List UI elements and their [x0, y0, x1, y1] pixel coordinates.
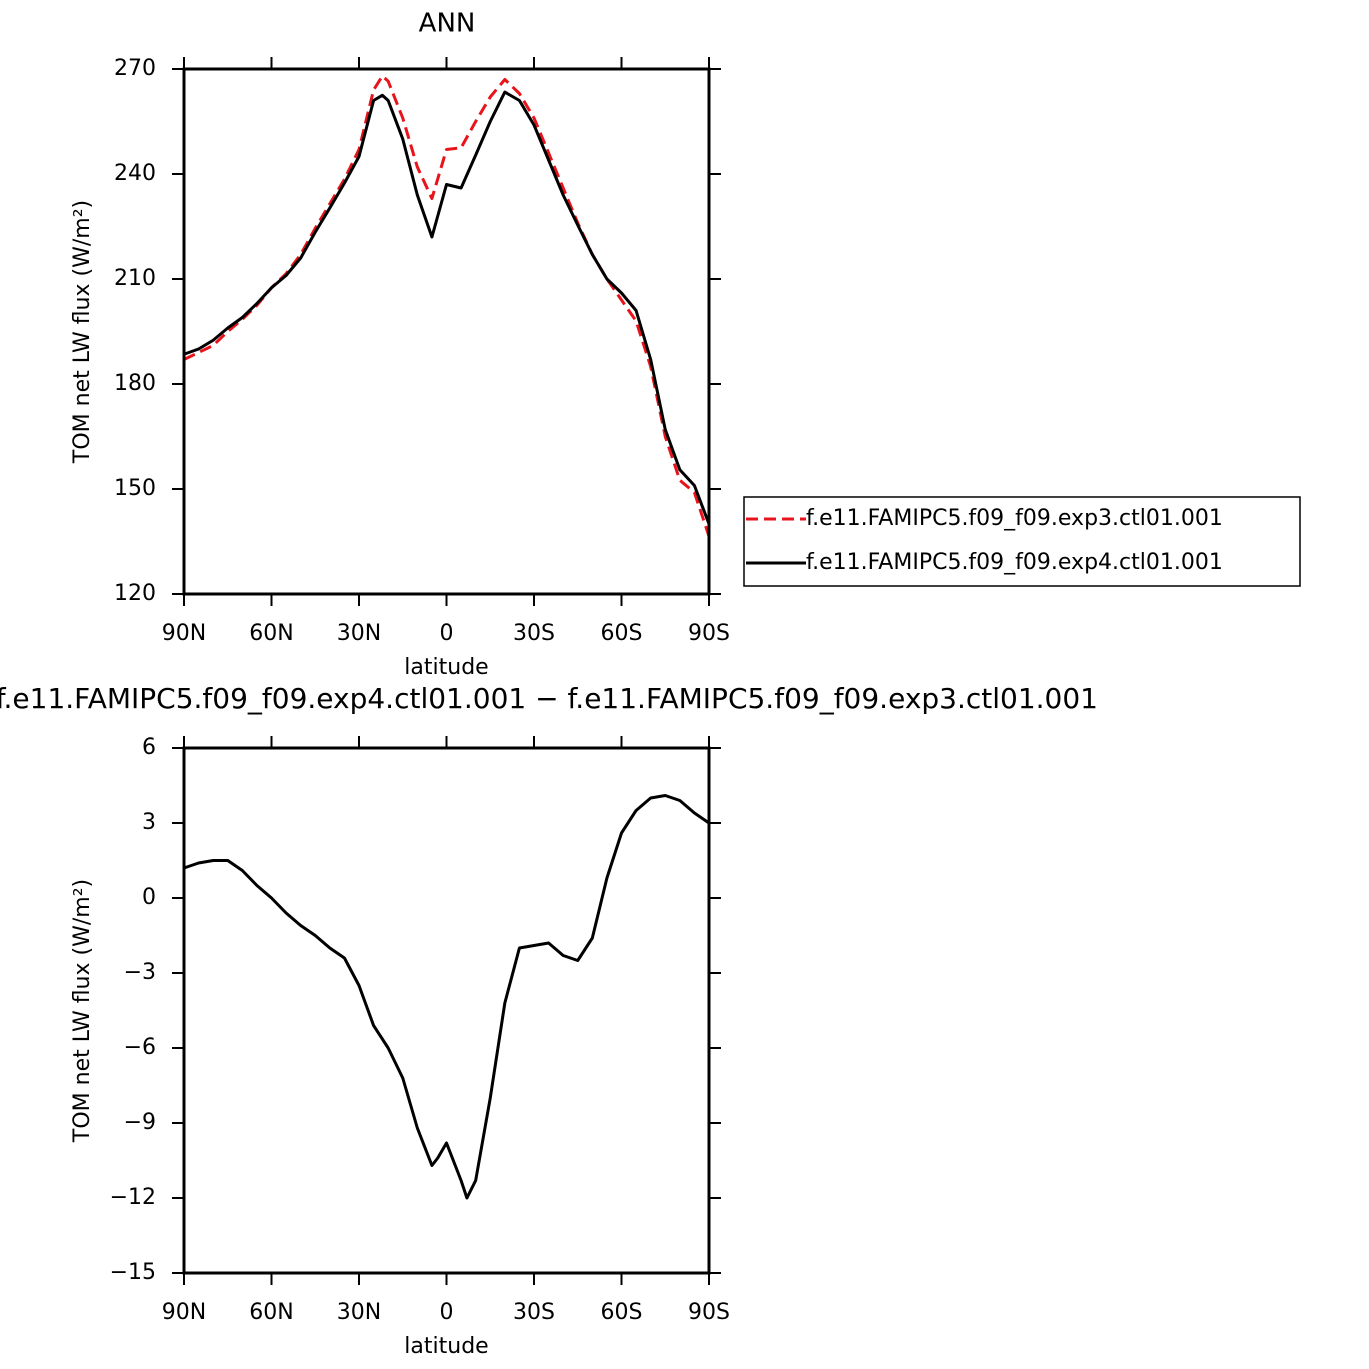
y-tick-label: 180	[114, 371, 156, 396]
x-tick-label: 90N	[162, 621, 206, 646]
data-line	[183, 90, 711, 525]
x-tick-label: 90S	[688, 1300, 730, 1325]
y-tick-label: 240	[114, 161, 156, 186]
y-tick-label: 270	[114, 56, 156, 81]
x-tick-label: 60N	[249, 1300, 293, 1325]
data-line	[183, 794, 710, 1200]
x-tick-label: 90N	[162, 1300, 206, 1325]
x-tick-label: 0	[440, 621, 454, 646]
chart-title: f.e11.FAMIPC5.f09_f09.exp4.ctl01.001 − f…	[0, 682, 1098, 715]
y-tick-label: −9	[124, 1110, 156, 1135]
x-tick-label: 90S	[688, 621, 730, 646]
legend-box	[743, 496, 1301, 587]
plot-frame	[182, 67, 711, 596]
y-tick-label: −15	[110, 1260, 156, 1285]
x-tick-label: 30S	[513, 1300, 555, 1325]
x-tick-label: 30S	[513, 621, 555, 646]
x-axis-label: latitude	[404, 1334, 488, 1359]
x-tick-label: 60S	[601, 621, 643, 646]
y-tick-label: −12	[110, 1185, 156, 1210]
y-tick-label: −6	[124, 1035, 156, 1060]
x-tick-label: 30N	[337, 621, 381, 646]
x-tick-label: 30N	[337, 1300, 381, 1325]
plot-frame	[182, 746, 711, 1275]
y-tick-label: 3	[142, 810, 156, 835]
y-tick-label: −3	[124, 960, 156, 985]
y-axis-label: TOM net LW flux (W/m²)	[70, 200, 95, 464]
x-tick-label: 60N	[249, 621, 293, 646]
y-tick-label: 210	[114, 266, 156, 291]
x-tick-label: 60S	[601, 1300, 643, 1325]
y-tick-label: 0	[142, 885, 156, 910]
y-tick-label: 6	[142, 735, 156, 760]
y-tick-label: 120	[114, 581, 156, 606]
data-line	[183, 74, 711, 537]
legend-label: f.e11.FAMIPC5.f09_f09.exp4.ctl01.001	[806, 550, 1223, 575]
y-axis-label: TOM net LW flux (W/m²)	[70, 879, 95, 1143]
legend-label: f.e11.FAMIPC5.f09_f09.exp3.ctl01.001	[806, 506, 1223, 531]
x-axis-label: latitude	[404, 655, 488, 680]
x-tick-label: 0	[440, 1300, 454, 1325]
chart-title: ANN	[419, 9, 476, 39]
y-tick-label: 150	[114, 476, 156, 501]
